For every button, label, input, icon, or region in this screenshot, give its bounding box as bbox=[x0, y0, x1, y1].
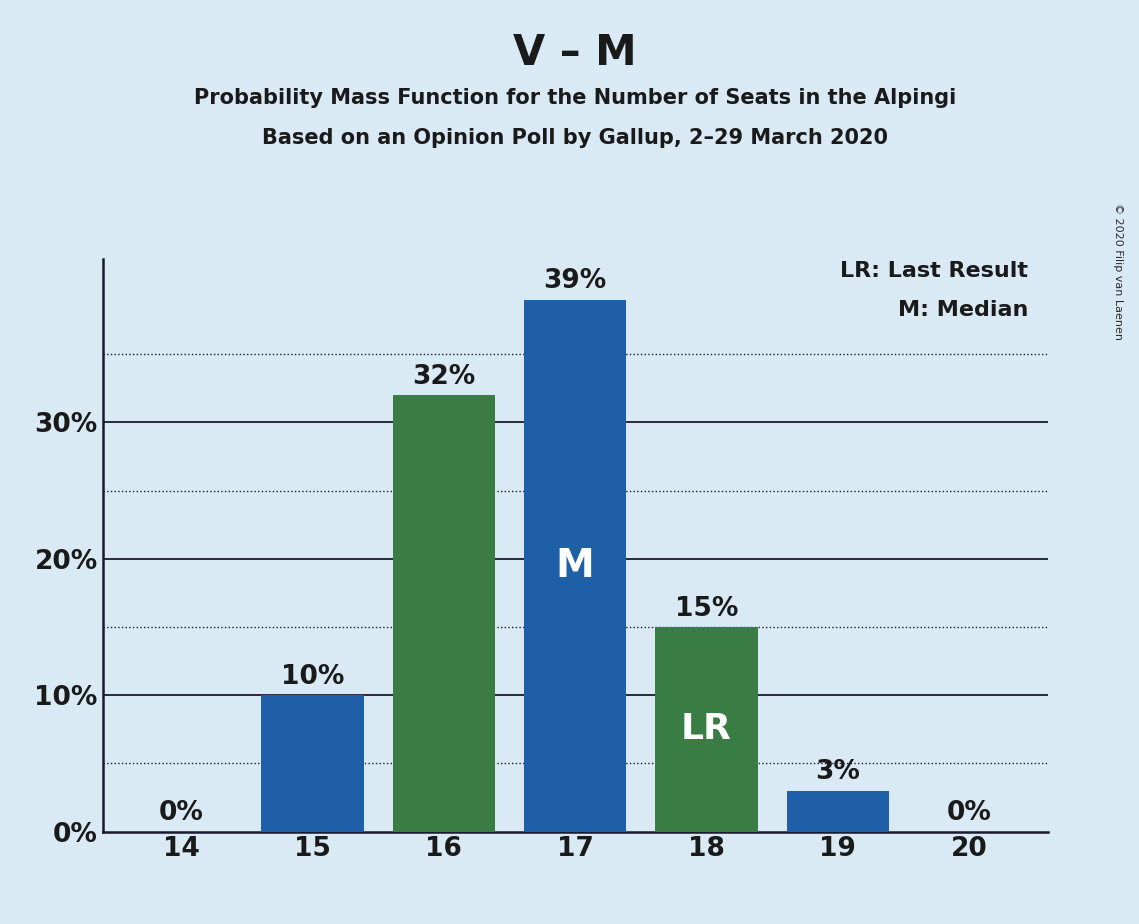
Text: Based on an Opinion Poll by Gallup, 2–29 March 2020: Based on an Opinion Poll by Gallup, 2–29… bbox=[262, 128, 888, 148]
Text: © 2020 Filip van Laenen: © 2020 Filip van Laenen bbox=[1114, 203, 1123, 340]
Text: 0%: 0% bbox=[158, 800, 204, 826]
Bar bbox=[787, 791, 890, 832]
Text: 32%: 32% bbox=[412, 364, 475, 390]
Bar bbox=[524, 299, 626, 832]
Bar bbox=[393, 395, 495, 832]
Text: M: M bbox=[556, 547, 595, 585]
Text: 0%: 0% bbox=[947, 800, 992, 826]
Bar bbox=[261, 695, 363, 832]
Text: LR: LR bbox=[681, 712, 732, 747]
Text: 10%: 10% bbox=[281, 663, 344, 689]
Text: V – M: V – M bbox=[514, 32, 637, 74]
Text: 39%: 39% bbox=[543, 268, 607, 294]
Text: Probability Mass Function for the Number of Seats in the Alpingi: Probability Mass Function for the Number… bbox=[194, 88, 957, 108]
Text: 15%: 15% bbox=[674, 596, 738, 622]
Text: M: Median: M: Median bbox=[898, 299, 1029, 320]
Text: 3%: 3% bbox=[816, 760, 860, 785]
Text: LR: Last Result: LR: Last Result bbox=[841, 261, 1029, 282]
Bar bbox=[655, 627, 757, 832]
